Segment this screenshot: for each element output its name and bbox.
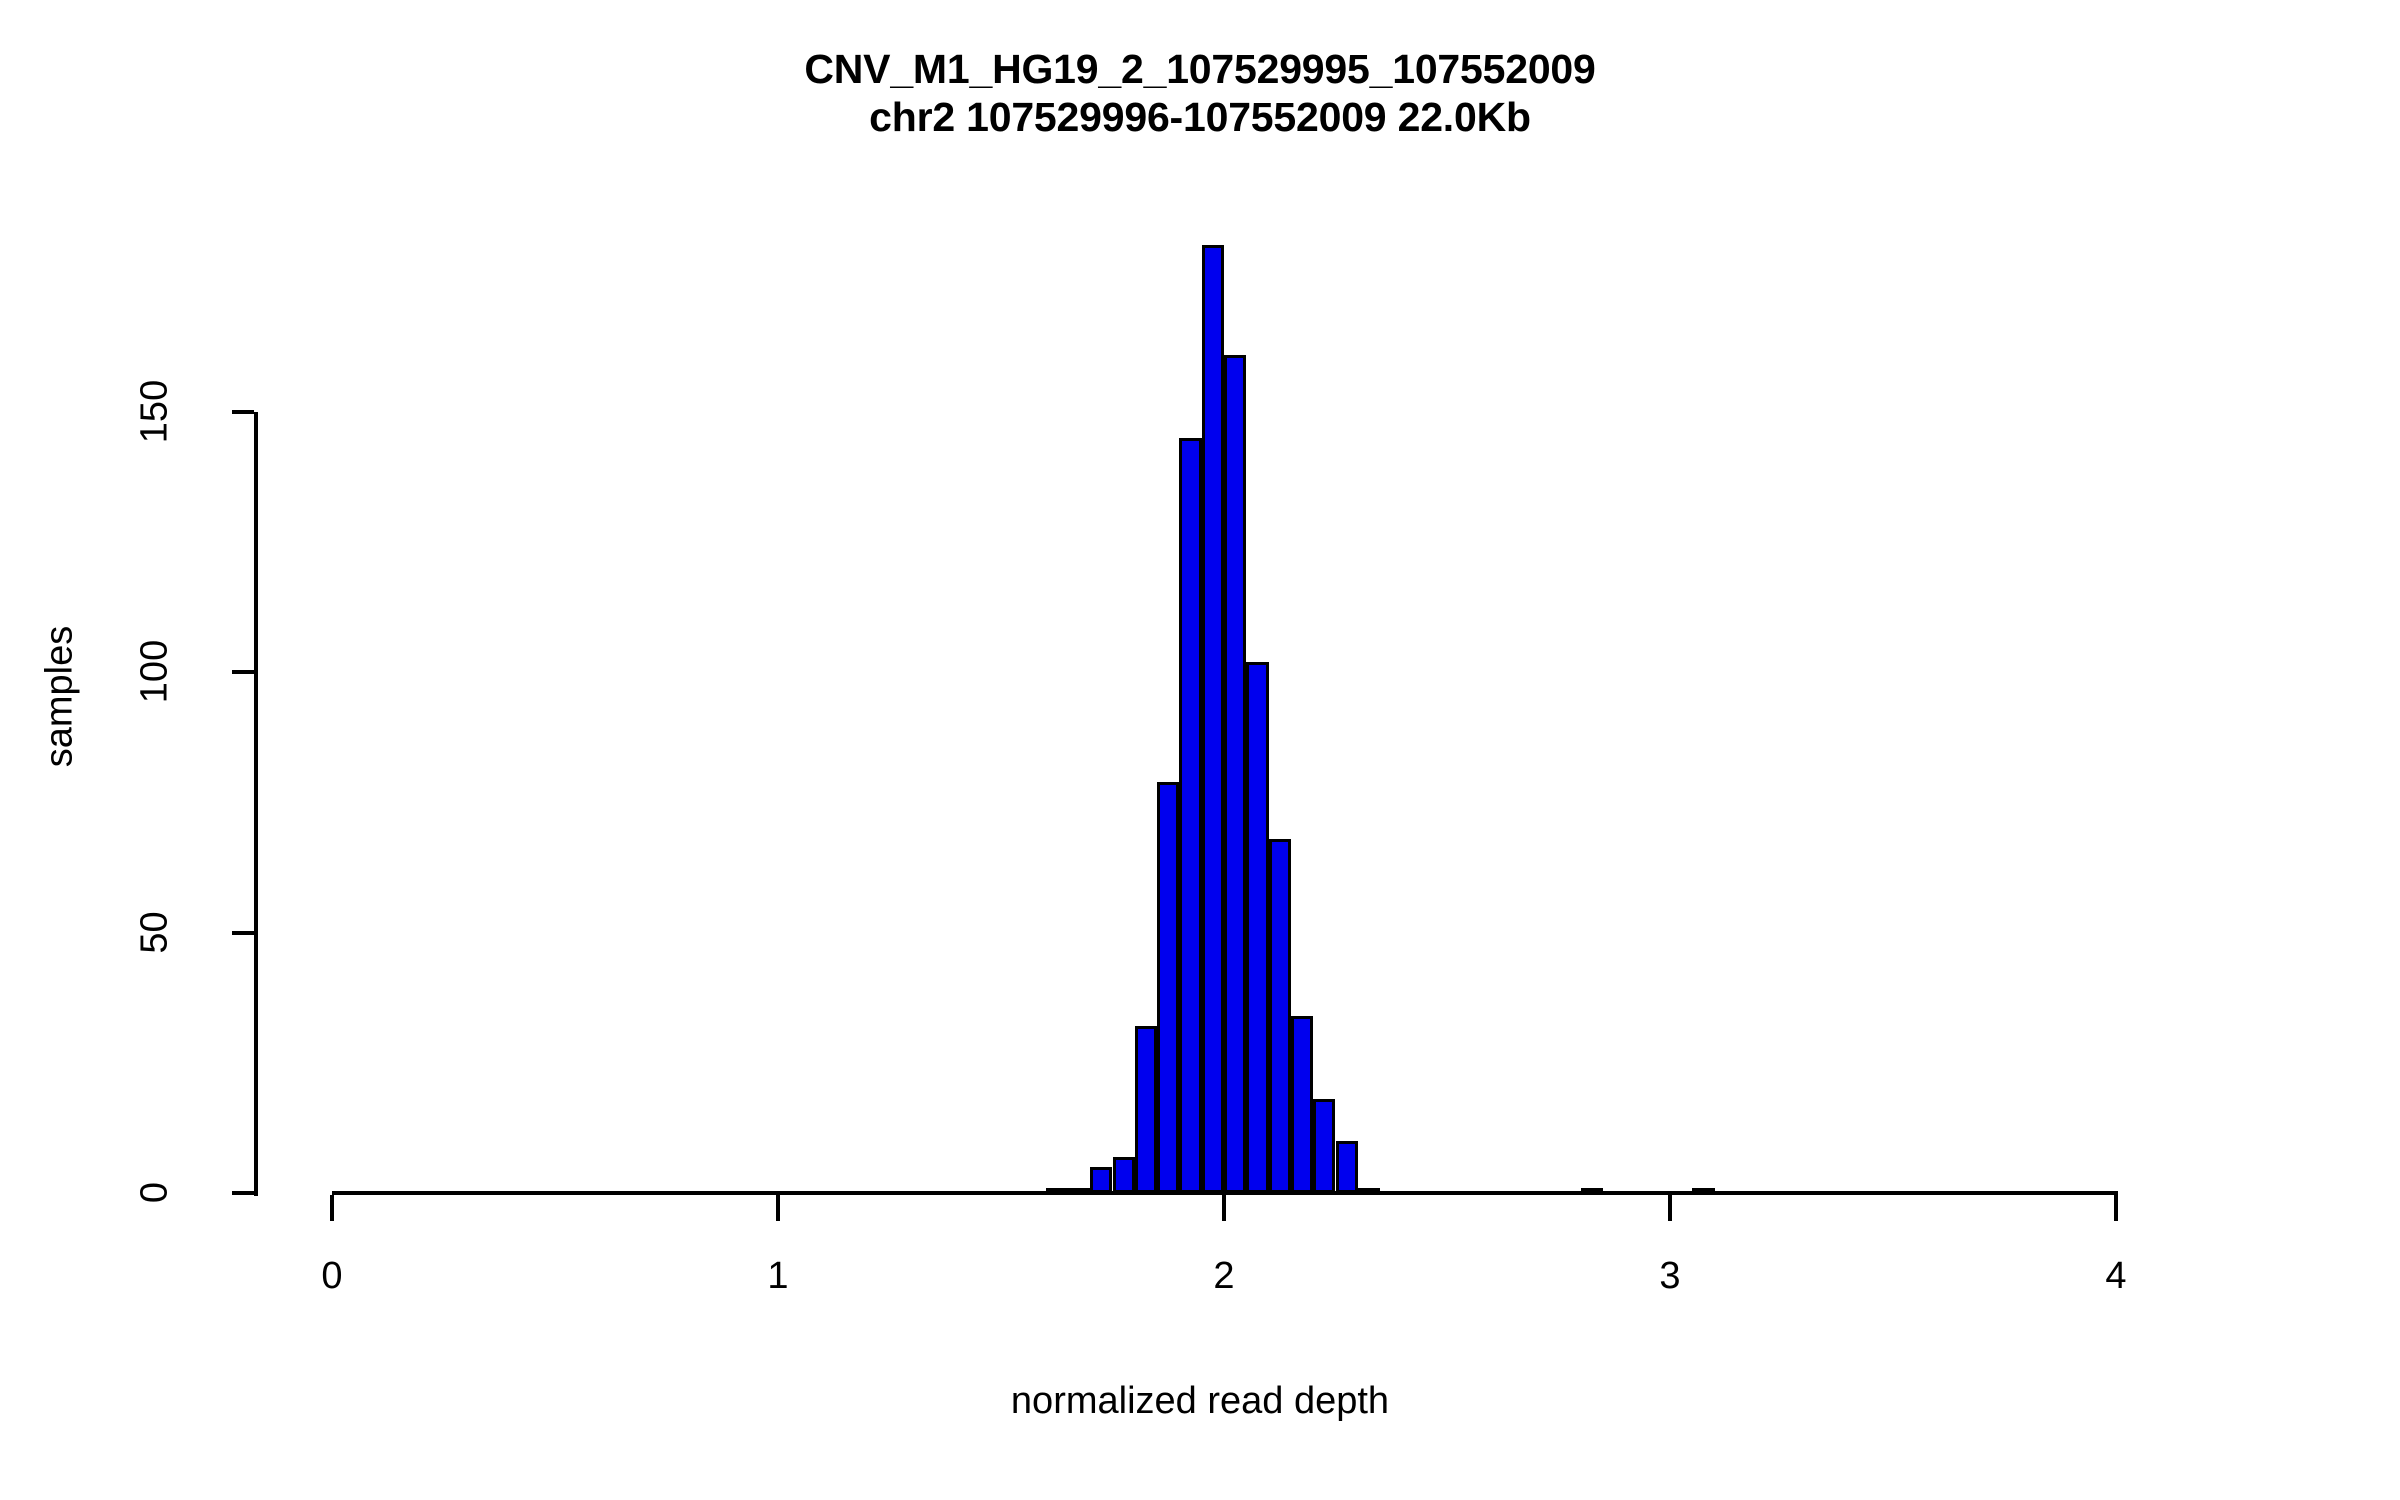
x-tick-4 xyxy=(2114,1195,2118,1221)
histogram-bar xyxy=(1692,1187,1715,1194)
x-tick-1 xyxy=(776,1195,780,1221)
chart-title-line1: CNV_M1_HG19_2_107529995_107552009 xyxy=(804,46,1596,92)
histogram-bar xyxy=(1290,1015,1314,1193)
y-tick-0 xyxy=(232,1191,254,1195)
x-tick-label: 0 xyxy=(321,1255,343,1297)
histogram-bar xyxy=(1067,1187,1091,1194)
histogram-bar xyxy=(1357,1187,1381,1194)
histogram-bar xyxy=(1335,1140,1358,1193)
histogram-bar xyxy=(1134,1026,1158,1193)
y-tick-100 xyxy=(232,670,254,675)
y-axis-line xyxy=(254,412,258,1196)
x-tick-3 xyxy=(1668,1195,1672,1221)
x-axis-label: normalized read depth xyxy=(1010,1380,1390,1422)
x-tick-0 xyxy=(330,1195,334,1221)
histogram-bar xyxy=(1045,1187,1068,1194)
histogram-bar xyxy=(1179,437,1202,1193)
histogram-bar xyxy=(1268,838,1291,1193)
x-tick-2 xyxy=(1222,1195,1226,1221)
x-tick-label: 3 xyxy=(1659,1255,1681,1297)
histogram-bar xyxy=(1157,781,1180,1193)
x-tick-label: 1 xyxy=(767,1255,789,1297)
histogram-bar xyxy=(1112,1156,1135,1193)
x-tick-label: 2 xyxy=(1213,1255,1235,1297)
histogram-bar xyxy=(1090,1166,1113,1193)
chart-title-line2: chr2 107529996-107552009 22.0Kb xyxy=(869,94,1531,140)
y-tick-50 xyxy=(232,930,254,935)
histogram-bar xyxy=(1313,1099,1336,1193)
histogram-bar xyxy=(1580,1187,1604,1194)
x-tick-label: 4 xyxy=(2105,1255,2127,1297)
histogram-bar xyxy=(1224,354,1247,1193)
y-tick-150 xyxy=(232,409,254,414)
histogram-bar xyxy=(1246,661,1269,1193)
x-axis-line xyxy=(332,1191,2118,1195)
histogram-bar xyxy=(1201,245,1224,1193)
